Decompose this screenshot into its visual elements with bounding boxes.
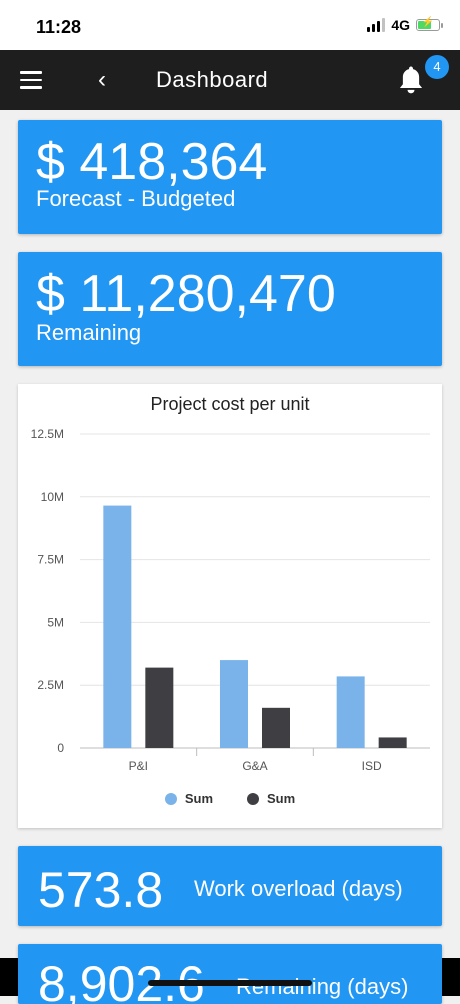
kpi-value: $ 11,280,470	[36, 265, 336, 323]
bell-icon[interactable]	[396, 64, 426, 96]
x-tick-label: ISD	[362, 759, 382, 773]
bottom-edge-right	[442, 958, 460, 996]
legend-swatch	[247, 792, 259, 805]
x-tick-label: G&A	[242, 759, 267, 773]
metric-card-remaining-days[interactable]: 8,902.6 Remaining (days)	[18, 944, 442, 1004]
bar-ga-series-2	[262, 707, 290, 748]
kpi-card-forecast[interactable]: $ 418,364 Forecast - Budgeted	[18, 120, 442, 234]
chart-card-project-cost: Project cost per unit 0 2.5M 5M 7.5M 10M 12.5…	[18, 384, 442, 828]
legend-item[interactable]: Sum	[164, 791, 213, 806]
status-time: 11:28	[36, 17, 82, 37]
status-bar: 11:28 4G ⚡	[0, 0, 460, 50]
chart-title: Project cost per unit	[150, 394, 310, 414]
y-tick-label: 0	[57, 741, 64, 755]
app-bar: ‹ Dashboard	[0, 50, 460, 110]
notification-badge[interactable]: 4	[425, 55, 449, 79]
bar-pi-series-1	[103, 505, 132, 748]
y-tick-label: 2.5M	[37, 678, 64, 692]
kpi-label: Remaining	[36, 320, 142, 345]
legend-swatch	[164, 792, 177, 805]
legend-item[interactable]: Sum	[247, 791, 295, 806]
page-title: Dashboard	[156, 67, 269, 92]
metric-card-work-overload[interactable]: 573.8 Work overload (days)	[18, 846, 442, 926]
y-tick-label: 12.5M	[31, 427, 64, 441]
battery-icon: ⚡	[416, 17, 443, 31]
home-indicator[interactable]	[148, 980, 312, 986]
hamburger-menu-icon[interactable]	[20, 71, 42, 89]
x-tick-label: P&I	[129, 759, 148, 773]
y-tick-label: 5M	[47, 615, 64, 629]
bar-pi-series-2	[145, 667, 174, 748]
status-icons: 4G ⚡	[367, 17, 443, 33]
bar-isd-series-1	[336, 676, 365, 748]
legend-label: Sum	[184, 791, 213, 806]
bottom-edge-left	[0, 958, 18, 996]
kpi-card-remaining[interactable]: $ 11,280,470 Remaining	[18, 252, 442, 366]
y-tick-label: 7.5M	[37, 553, 64, 567]
back-arrow-icon[interactable]: ‹	[98, 66, 106, 93]
bar-isd-series-2	[378, 737, 407, 748]
bar-ga-series-1	[220, 660, 248, 748]
legend-label: Sum	[267, 791, 296, 806]
bar-chart: 0 2.5M 5M 7.5M 10M 12.5M P&I G&A ISD	[31, 427, 430, 773]
y-tick-label: 10M	[41, 490, 64, 504]
chart-legend: Sum Sum	[18, 791, 442, 806]
metric-label: Work overload (days)	[194, 876, 403, 901]
kpi-value: $ 418,364	[36, 133, 268, 191]
metric-label: Remaining (days)	[236, 974, 409, 999]
metric-value: 573.8	[38, 862, 164, 918]
signal-icon	[367, 18, 386, 32]
kpi-label: Forecast - Budgeted	[36, 186, 236, 211]
network-type: 4G	[391, 17, 410, 33]
